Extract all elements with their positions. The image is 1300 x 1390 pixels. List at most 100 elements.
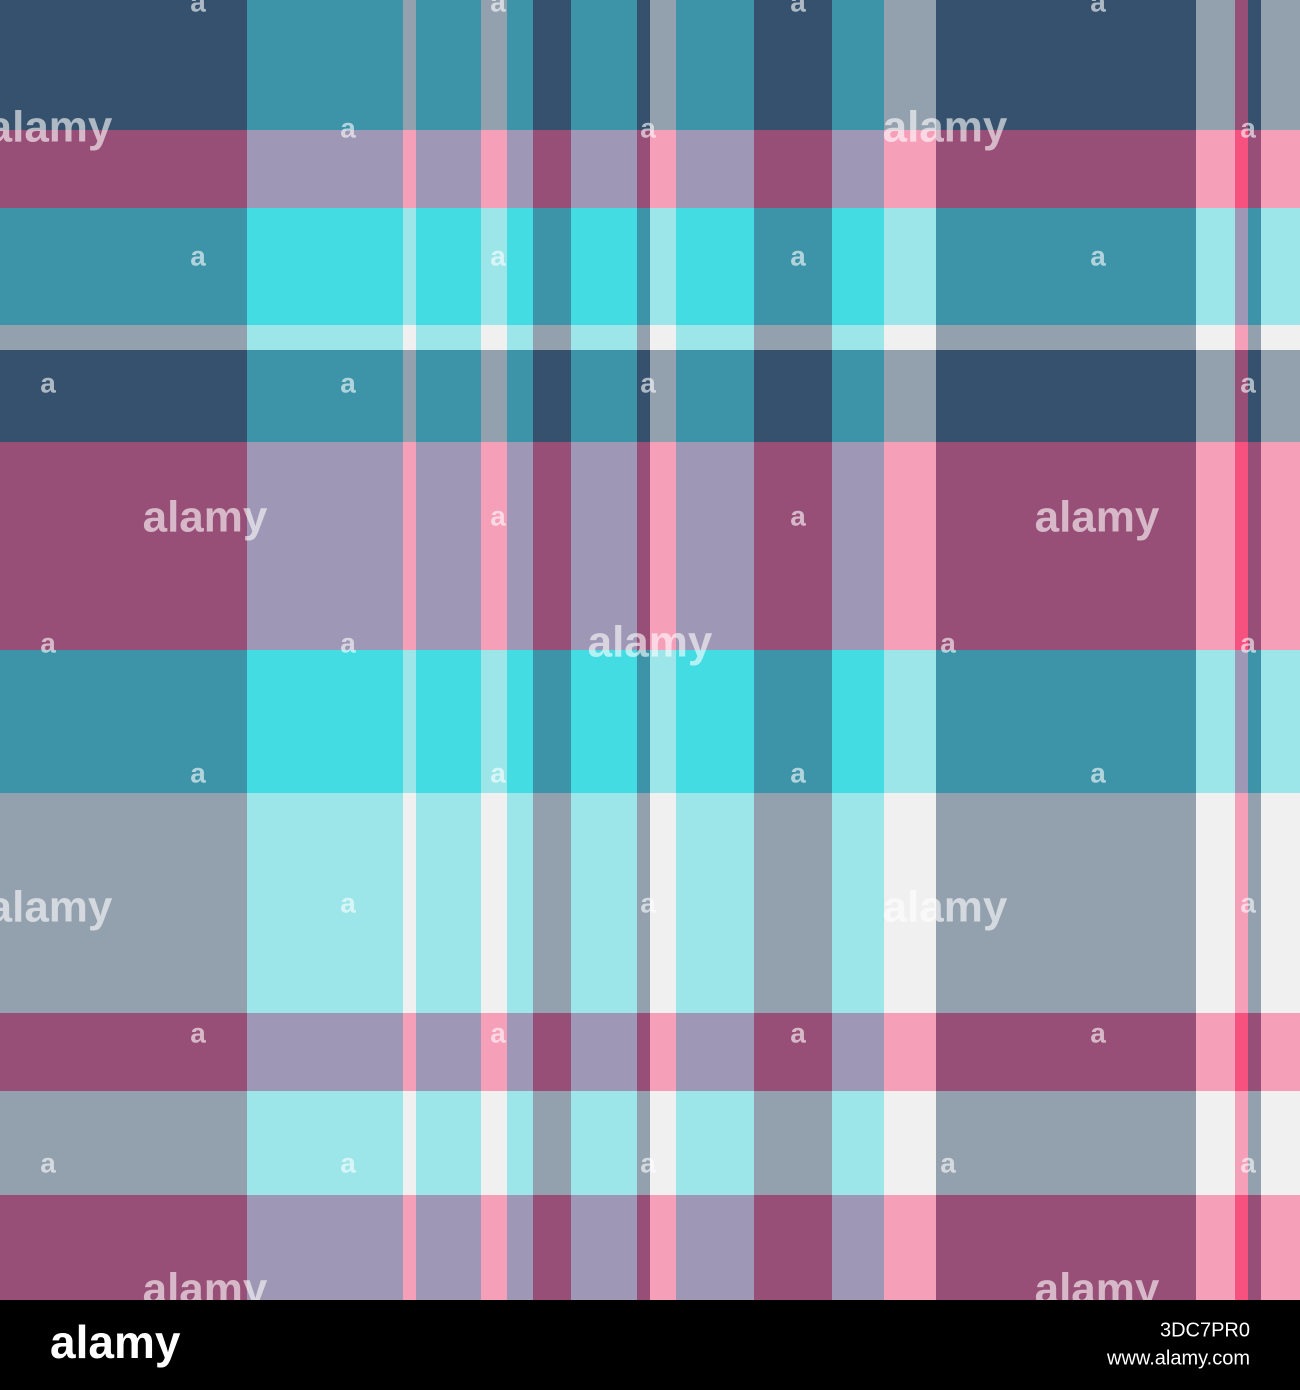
plaid-cell <box>936 0 1196 130</box>
watermark-mark: a <box>790 240 806 271</box>
plaid-cell <box>247 0 403 130</box>
plaid-cell <box>832 325 884 350</box>
plaid-cell <box>0 650 247 793</box>
plaid-cell <box>1261 208 1300 325</box>
plaid-cell <box>1235 1091 1248 1195</box>
plaid-cell <box>0 1195 247 1300</box>
plaid-cell <box>754 350 832 442</box>
plaid-cell <box>637 650 650 793</box>
plaid-cell <box>1196 325 1235 350</box>
plaid-cell <box>507 0 533 130</box>
watermark-mark: a <box>190 757 206 788</box>
plaid-cell <box>884 130 936 208</box>
plaid-cell <box>533 0 571 130</box>
plaid-cell <box>1235 793 1248 1013</box>
plaid-cell <box>676 350 754 442</box>
plaid-cell <box>832 208 884 325</box>
plaid-cell <box>754 208 832 325</box>
plaid-cell <box>936 442 1196 650</box>
plaid-cell <box>650 793 676 1013</box>
watermark-mark: a <box>40 367 56 398</box>
plaid-cell <box>403 650 416 793</box>
plaid-cell <box>754 442 832 650</box>
plaid-cell <box>416 442 481 650</box>
watermark-mark: a <box>490 0 506 17</box>
watermark-logo: alamy <box>1035 493 1160 542</box>
plaid-cell <box>0 130 247 208</box>
plaid-cell <box>507 350 533 442</box>
watermark-mark: a <box>1240 627 1256 658</box>
plaid-cell <box>533 1091 571 1195</box>
plaid-cell <box>637 130 650 208</box>
plaid-cell <box>1196 350 1235 442</box>
plaid-cell <box>754 0 832 130</box>
plaid-cell <box>571 650 637 793</box>
plaid-cell <box>247 793 403 1013</box>
plaid-cell <box>650 130 676 208</box>
plaid-cell <box>1196 1013 1235 1091</box>
plaid-cell <box>247 325 403 350</box>
watermark-mark: a <box>340 627 356 658</box>
plaid-cell <box>1235 1013 1248 1091</box>
plaid-cell <box>481 650 507 793</box>
plaid-cell <box>416 130 481 208</box>
plaid-cell <box>832 1013 884 1091</box>
watermark-mark: a <box>1090 240 1106 271</box>
plaid-cell <box>1248 442 1261 650</box>
plaid-cell <box>676 1013 754 1091</box>
plaid-cell <box>1261 350 1300 442</box>
plaid-cell <box>571 325 637 350</box>
plaid-cell <box>650 0 676 130</box>
plaid-cell <box>1235 0 1248 130</box>
plaid-cell <box>1196 208 1235 325</box>
plaid-cell <box>571 1195 637 1300</box>
plaid-cell <box>416 1091 481 1195</box>
watermark-mark: a <box>1240 1147 1256 1178</box>
watermark-logo: alamy <box>143 1265 268 1314</box>
plaid-cell <box>676 325 754 350</box>
watermark-mark: a <box>790 1017 806 1048</box>
plaid-cell <box>416 1013 481 1091</box>
plaid-cell <box>533 208 571 325</box>
plaid-cell <box>1261 1195 1300 1300</box>
plaid-cell <box>676 208 754 325</box>
plaid-cell <box>571 793 637 1013</box>
plaid-cell <box>637 350 650 442</box>
watermark-mark: a <box>640 112 656 143</box>
plaid-cell <box>571 442 637 650</box>
plaid-cell <box>1196 650 1235 793</box>
plaid-cell <box>884 0 936 130</box>
plaid-cell <box>507 650 533 793</box>
plaid-cell <box>1261 325 1300 350</box>
footer-bar <box>0 1300 1300 1390</box>
plaid-cell <box>1235 650 1248 793</box>
plaid-cell <box>481 793 507 1013</box>
plaid-cell <box>1248 130 1261 208</box>
plaid-cell <box>832 0 884 130</box>
plaid-cell <box>247 1013 403 1091</box>
plaid-cell <box>1235 130 1248 208</box>
plaid-cell <box>571 350 637 442</box>
footer-logo: alamy <box>50 1316 181 1368</box>
plaid-cell <box>403 1013 416 1091</box>
watermark-mark: a <box>940 627 956 658</box>
plaid-cell <box>247 1091 403 1195</box>
watermark-mark: a <box>940 1147 956 1178</box>
plaid-cell <box>1261 1091 1300 1195</box>
plaid-cell <box>884 650 936 793</box>
plaid-cell <box>1248 1091 1261 1195</box>
plaid-cell <box>533 650 571 793</box>
watermark-mark: a <box>340 367 356 398</box>
plaid-cell <box>676 130 754 208</box>
plaid-cell <box>1248 1195 1261 1300</box>
plaid-pattern <box>0 0 1300 1300</box>
plaid-cell <box>1248 208 1261 325</box>
plaid-cell <box>936 1195 1196 1300</box>
plaid-cell <box>676 442 754 650</box>
plaid-cell <box>481 0 507 130</box>
plaid-cell <box>650 650 676 793</box>
watermark-mark: a <box>490 240 506 271</box>
plaid-cell <box>0 442 247 650</box>
plaid-cell <box>754 130 832 208</box>
